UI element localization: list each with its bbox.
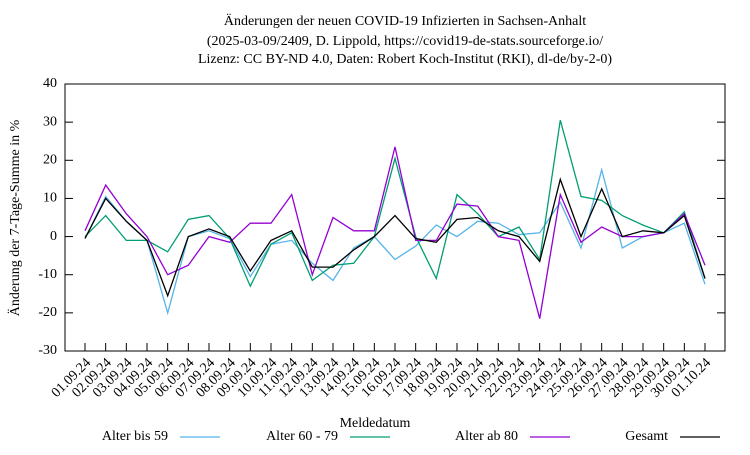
series-line [84,177,706,298]
y-axis-label: Änderung der 7-Tage-Summe in % [6,119,23,316]
legend-label: Gesamt [625,429,668,444]
chart-title: Änderungen der neuen COVID-19 Infizierte… [224,12,586,29]
y-tick-label: -30 [38,343,57,358]
y-tick-label: 10 [43,191,57,206]
x-axis-label: Meldedatum [340,416,411,431]
series-line [84,167,706,316]
y-tick-label: 20 [43,153,57,168]
y-tick-label: 0 [50,229,57,244]
y-tick-label: 40 [43,76,57,91]
y-tick-label: -10 [38,267,57,282]
chart-title: (2025-03-09/2409, D. Lippold, https://co… [207,34,603,49]
legend-label: Alter bis 59 [102,429,168,444]
legend-label: Alter ab 80 [455,429,518,444]
series-line [84,120,706,288]
y-tick-label: -20 [38,305,57,320]
legend-label: Alter 60 - 79 [266,429,338,444]
chart-title: Lizenz: CC BY-ND 4.0, Daten: Robert Koch… [198,52,612,67]
y-tick-label: 30 [43,114,57,129]
series-line [84,146,706,319]
